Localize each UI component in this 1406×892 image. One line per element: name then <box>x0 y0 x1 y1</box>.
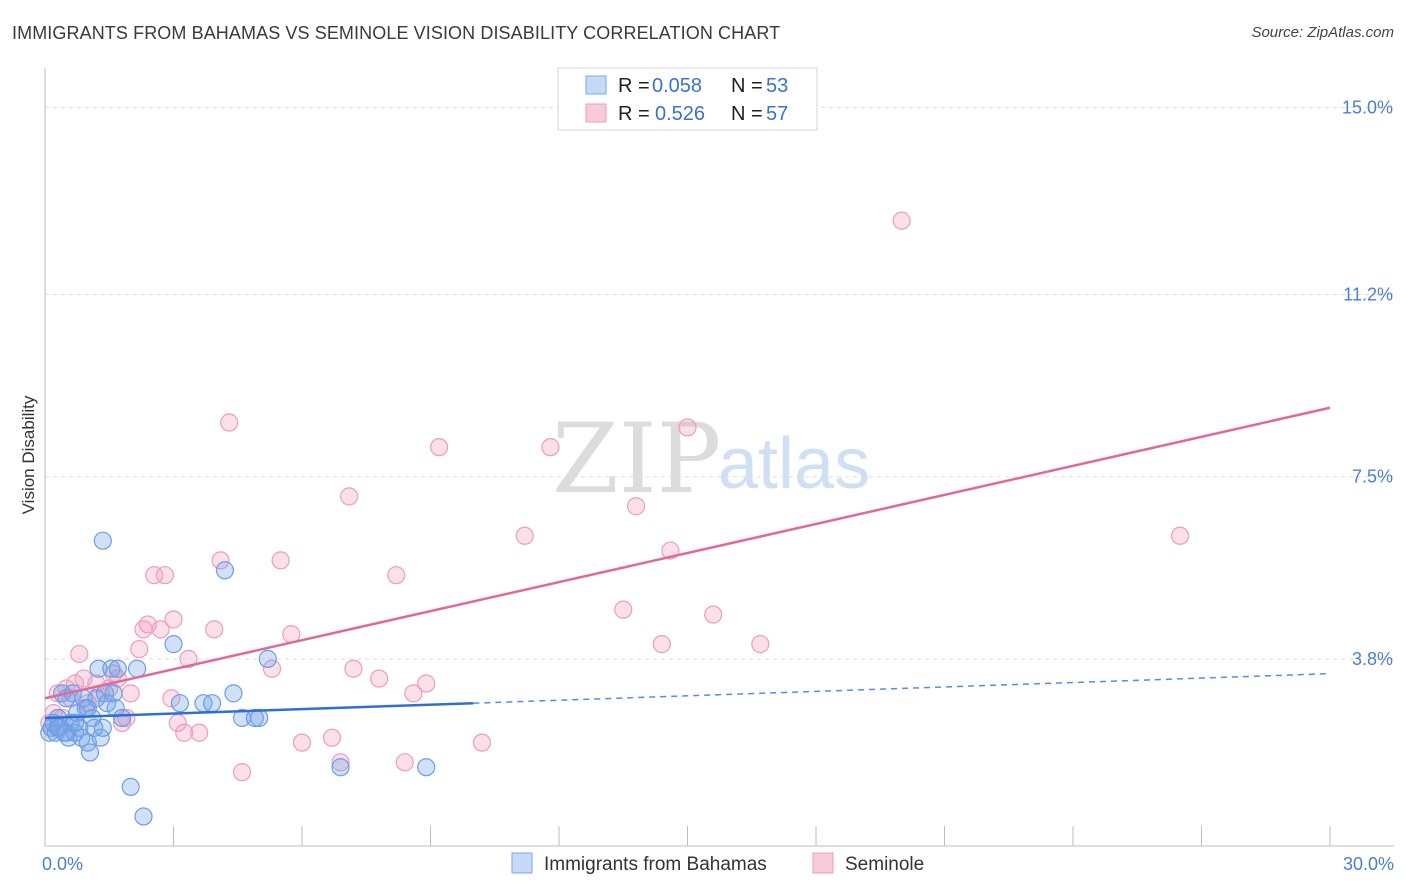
bahamas-point <box>215 561 234 580</box>
seminole-point <box>322 728 342 747</box>
legend-r-label-1: R = <box>618 75 650 97</box>
bahamas-point <box>331 758 350 777</box>
seminole-point <box>262 659 282 678</box>
bottom-legend: Immigrants from Bahamas Seminole <box>511 852 924 875</box>
source-label: Source: ZipAtlas.com <box>1251 24 1394 41</box>
legend-r-value-2: 0.526 <box>655 103 705 125</box>
y-tick-label: 11.2% <box>1343 285 1393 305</box>
seminole-point <box>179 649 198 668</box>
legend-box: R = 0.058 N = 53 R = 0.526 N = 57 <box>557 67 818 131</box>
legend-r-label-2: R = <box>618 103 650 125</box>
seminole-point <box>652 635 671 654</box>
bahamas-point <box>112 708 132 728</box>
bahamas-point <box>245 708 264 728</box>
x-tick-label-max: 30.0% <box>1343 854 1394 874</box>
x-tick-label-min: 0.0% <box>42 854 83 874</box>
bahamas-point <box>417 758 436 777</box>
bahamas-point <box>78 699 97 718</box>
seminole-point <box>751 635 770 654</box>
seminole-point <box>472 733 491 752</box>
seminole-point <box>344 659 363 678</box>
bahamas-point <box>48 718 67 737</box>
seminole-point <box>211 551 230 570</box>
bahamas-point <box>93 531 112 550</box>
bahamas-point <box>127 659 147 678</box>
seminole-point <box>515 526 534 545</box>
bahamas-point <box>108 659 127 678</box>
seminole-point <box>292 733 312 752</box>
bahamas-point <box>202 694 222 713</box>
seminole-point <box>164 610 183 629</box>
bottom-legend-swatch-bahamas <box>511 852 533 874</box>
x-axis-ticks <box>173 826 1331 846</box>
seminole-point <box>395 753 414 772</box>
seminole-point <box>541 438 560 457</box>
legend-n-value-2: 57 <box>766 103 788 125</box>
legend-r-value-1: 0.058 <box>652 75 702 97</box>
seminole-point <box>220 413 239 432</box>
y-tick-label: 3.8% <box>1352 649 1393 669</box>
bottom-legend-label-bahamas: Immigrants from Bahamas <box>544 854 767 875</box>
bahamas-point <box>170 694 190 713</box>
bahamas-point <box>89 659 108 678</box>
seminole-point <box>404 684 423 703</box>
seminole-point <box>429 438 449 457</box>
bahamas-trend-line <box>44 701 474 720</box>
bahamas-point <box>134 807 153 826</box>
seminole-point <box>155 566 175 585</box>
bahamas-point <box>258 649 277 668</box>
y-axis-tick-labels: 3.8% 7.5% 11.2% 15.0% <box>1342 97 1393 668</box>
bahamas-point <box>65 713 85 732</box>
seminole-trend-line <box>44 406 1331 700</box>
legend-swatch-bahamas <box>585 75 607 95</box>
bahamas-point <box>164 635 183 654</box>
seminole-point <box>892 211 911 230</box>
seminole-point <box>232 763 252 782</box>
seminole-point <box>271 551 290 570</box>
seminole-point <box>121 684 140 703</box>
seminole-point <box>678 418 697 437</box>
bottom-legend-label-seminole: Seminole <box>845 854 924 875</box>
seminole-point <box>417 674 436 693</box>
bahamas-trend-extension <box>473 672 1331 704</box>
y-tick-label: 7.5% <box>1352 467 1393 487</box>
legend-swatch-seminole <box>585 103 607 123</box>
trend-lines <box>44 406 1331 720</box>
legend-n-value-1: 53 <box>766 75 788 97</box>
series-bahamas <box>40 531 436 826</box>
seminole-point <box>370 669 389 688</box>
chart-title: IMMIGRANTS FROM BAHAMAS VS SEMINOLE VISI… <box>12 23 781 43</box>
seminole-point <box>175 723 194 742</box>
seminole-point <box>331 753 350 772</box>
gridlines <box>45 106 1394 660</box>
watermark-atlas: atlas <box>718 424 870 504</box>
y-axis-label: Vision Disability <box>19 395 38 514</box>
seminole-point <box>145 566 164 585</box>
bahamas-point <box>98 694 117 713</box>
seminole-point <box>205 620 224 639</box>
bahamas-point <box>102 659 121 678</box>
seminole-point <box>190 723 209 742</box>
bahamas-point <box>224 684 243 703</box>
bahamas-point <box>104 684 123 703</box>
bahamas-point <box>93 718 112 737</box>
seminole-point <box>626 497 646 516</box>
legend-n-label-1: N = <box>731 75 763 97</box>
seminole-point <box>340 487 359 506</box>
bahamas-point <box>121 777 140 797</box>
y-tick-label: 15.0% <box>1342 97 1393 117</box>
seminole-point <box>387 566 406 585</box>
bahamas-point <box>80 743 100 762</box>
seminole-point <box>162 689 181 708</box>
series-seminole <box>40 211 1190 782</box>
seminole-point <box>70 644 89 664</box>
legend-n-label-2: N = <box>731 103 763 125</box>
seminole-point <box>1170 526 1190 545</box>
seminole-point <box>130 639 149 659</box>
seminole-point <box>151 620 170 639</box>
bottom-legend-swatch-seminole <box>812 852 834 874</box>
seminole-point <box>704 605 723 624</box>
seminole-point <box>614 600 633 619</box>
